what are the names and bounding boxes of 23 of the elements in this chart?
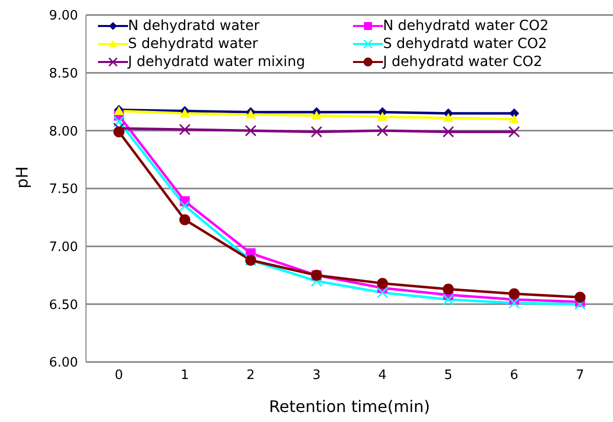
x-tick-label: 3: [312, 368, 321, 384]
x-tick-label: 1: [180, 368, 189, 384]
legend-label: S dehydratd water: [128, 36, 258, 52]
legend-label: S dehydratd water CO2: [383, 36, 548, 52]
x-tick-label: 5: [444, 368, 452, 384]
y-tick-label: 6.00: [49, 356, 78, 371]
y-tick-label: 9.00: [49, 8, 78, 24]
legend-label: J dehydratd water mixing: [128, 54, 306, 70]
x-tick-label: 4: [378, 368, 387, 384]
y-axis-title: pH: [12, 166, 32, 188]
x-tick-label: 2: [246, 368, 255, 384]
y-tick-label: 6.50: [49, 298, 78, 313]
y-tick-label: 7.00: [49, 240, 78, 255]
x-tick-label: 7: [576, 368, 584, 384]
legend-label: N dehydratd water: [128, 18, 260, 34]
x-tick-label: 6: [510, 368, 518, 384]
y-tick-label: 8.00: [49, 124, 78, 140]
legend-label: N dehydratd water CO2: [383, 18, 549, 34]
y-tick-label: 7.50: [49, 182, 78, 198]
y-tick-label: 8.50: [49, 66, 78, 82]
legend-label: J dehydratd water CO2: [383, 54, 542, 70]
x-tick-label: 0: [114, 368, 124, 384]
x-axis-title: Retention time(min): [268, 397, 430, 416]
